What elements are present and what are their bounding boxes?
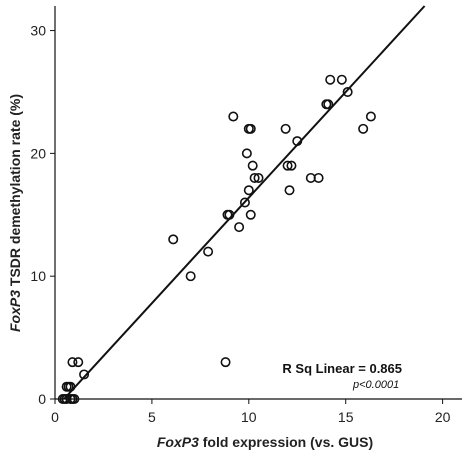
data-point bbox=[69, 393, 80, 404]
data-point bbox=[65, 381, 76, 392]
data-point bbox=[249, 172, 260, 183]
data-point bbox=[342, 86, 353, 97]
data-point bbox=[336, 74, 347, 85]
data-point bbox=[67, 357, 78, 368]
p-value-annotation: p<0.0001 bbox=[352, 379, 399, 391]
data-point bbox=[286, 160, 297, 171]
data-point bbox=[220, 357, 231, 368]
regression-line-group bbox=[63, 5, 426, 400]
x-tick-label: 15 bbox=[338, 409, 354, 425]
x-axis-title-italic: FoxP3 bbox=[157, 434, 199, 450]
data-point bbox=[228, 111, 239, 122]
x-tick-label: 10 bbox=[241, 409, 257, 425]
y-tick-label: 20 bbox=[30, 145, 46, 161]
data-point bbox=[284, 185, 295, 196]
axes bbox=[54, 6, 462, 400]
ticks: 0 5 10 15 20 0 10 20 30 bbox=[30, 23, 450, 425]
data-point bbox=[239, 197, 250, 208]
data-points bbox=[57, 74, 376, 404]
y-tick-label: 0 bbox=[38, 391, 46, 407]
data-point bbox=[245, 209, 256, 220]
data-point bbox=[203, 246, 214, 257]
y-axis-title-rest: TSDR demethylation rate (%) bbox=[7, 94, 23, 290]
x-tick-label: 0 bbox=[51, 409, 59, 425]
data-point bbox=[280, 123, 291, 134]
data-point bbox=[243, 185, 254, 196]
x-tick-label: 20 bbox=[435, 409, 451, 425]
x-tick-label: 5 bbox=[148, 409, 156, 425]
y-axis-title-italic: FoxP3 bbox=[7, 290, 23, 332]
data-point bbox=[282, 160, 293, 171]
data-point bbox=[168, 234, 179, 245]
data-point bbox=[323, 99, 334, 110]
data-point bbox=[358, 123, 369, 134]
data-point bbox=[73, 357, 84, 368]
data-point bbox=[185, 271, 196, 282]
data-point bbox=[325, 74, 336, 85]
x-axis-title-rest: fold expression (vs. GUS) bbox=[199, 434, 373, 450]
x-axis-title: FoxP3 fold expression (vs. GUS) bbox=[157, 434, 373, 450]
y-tick-label: 30 bbox=[30, 23, 46, 39]
y-axis-title: FoxP3 TSDR demethylation rate (%) bbox=[7, 94, 23, 332]
regression-line bbox=[63, 5, 426, 400]
data-point bbox=[313, 172, 324, 183]
data-point bbox=[245, 123, 256, 134]
data-point bbox=[292, 136, 303, 147]
data-point bbox=[79, 369, 90, 380]
y-tick-label: 10 bbox=[30, 268, 46, 284]
data-point bbox=[247, 160, 258, 171]
r-squared-annotation: R Sq Linear = 0.865 bbox=[282, 361, 402, 376]
data-point bbox=[224, 209, 235, 220]
data-point bbox=[241, 148, 252, 159]
data-point bbox=[253, 172, 264, 183]
data-point bbox=[234, 222, 245, 233]
data-point bbox=[365, 111, 376, 122]
